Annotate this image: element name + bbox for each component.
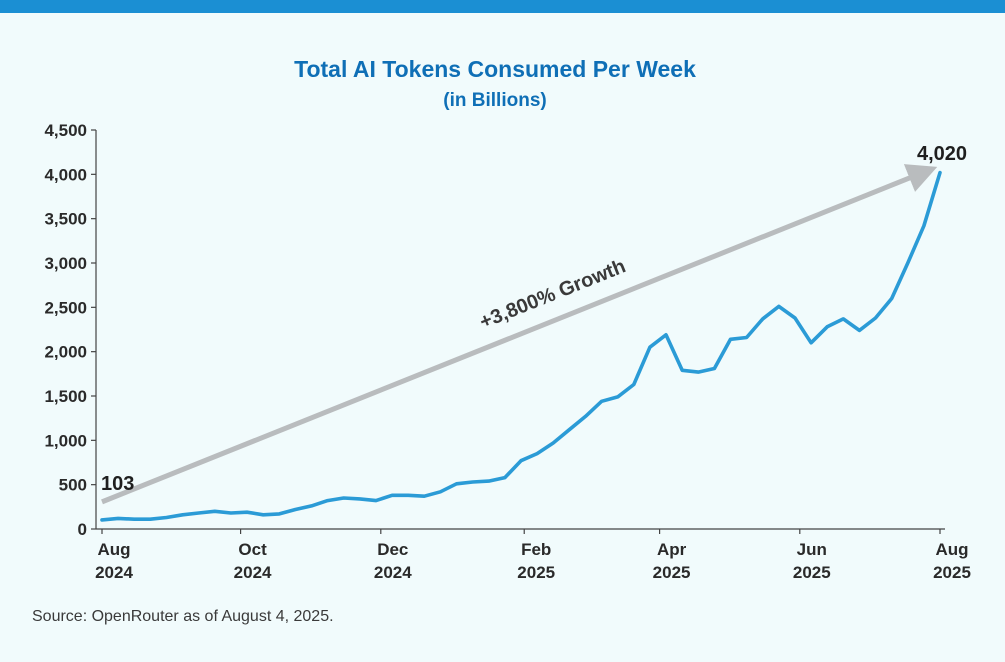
- data-point: [262, 513, 265, 516]
- chart-subtitle: (in Billions): [443, 90, 547, 111]
- x-tick-label-month: Apr: [657, 540, 687, 559]
- y-tick-label: 3,000: [44, 254, 87, 273]
- data-point: [729, 338, 732, 341]
- x-tick-label-month: Feb: [521, 540, 551, 559]
- start-value-label: 103: [101, 473, 134, 495]
- data-point: [777, 305, 780, 308]
- data-point: [117, 517, 120, 520]
- data-point: [761, 317, 764, 320]
- x-tick-label-year: 2024: [95, 563, 133, 582]
- data-point: [793, 316, 796, 319]
- x-tick-label-month: Jun: [797, 540, 827, 559]
- data-point: [681, 369, 684, 372]
- y-tick-label: 3,500: [44, 210, 87, 229]
- data-point: [294, 508, 297, 511]
- x-tick-label-year: 2025: [653, 563, 691, 582]
- y-tick-label: 4,000: [44, 165, 87, 184]
- data-point: [213, 510, 216, 513]
- data-point: [374, 499, 377, 502]
- y-tick-label: 1,000: [44, 431, 87, 450]
- data-point: [536, 452, 539, 455]
- data-point: [584, 415, 587, 418]
- data-point: [939, 171, 942, 174]
- y-tick-label: 4,500: [44, 121, 87, 140]
- data-point: [181, 513, 184, 516]
- data-point: [278, 512, 281, 515]
- series-line-weekly-tokens: [100, 170, 942, 522]
- top-accent-bar: [0, 0, 1005, 13]
- data-point: [842, 317, 845, 320]
- y-tick-label: 1,500: [44, 387, 87, 406]
- data-point: [133, 518, 136, 521]
- data-point: [407, 494, 410, 497]
- data-point: [600, 400, 603, 403]
- x-tick-label-month: Aug: [935, 540, 968, 559]
- data-point: [648, 346, 651, 349]
- data-point: [197, 512, 200, 515]
- data-point: [439, 490, 442, 493]
- data-point: [568, 428, 571, 431]
- data-point: [149, 518, 152, 521]
- data-point: [326, 499, 329, 502]
- data-point: [101, 518, 104, 521]
- x-tick-label-month: Oct: [238, 540, 267, 559]
- data-point: [471, 481, 474, 484]
- x-tick-label-year: 2024: [374, 563, 412, 582]
- end-value-label: 4,020: [917, 143, 967, 165]
- data-point: [874, 316, 877, 319]
- data-point: [520, 459, 523, 462]
- data-point: [423, 495, 426, 498]
- data-point: [310, 504, 313, 507]
- data-point: [246, 511, 249, 514]
- data-point: [826, 325, 829, 328]
- x-tick-label-year: 2024: [234, 563, 272, 582]
- data-point: [890, 297, 893, 300]
- data-point: [229, 512, 232, 515]
- y-tick-label: 2,000: [44, 343, 87, 362]
- data-point: [906, 262, 909, 265]
- data-point: [713, 367, 716, 370]
- data-point: [922, 224, 925, 227]
- x-tick-label-year: 2025: [793, 563, 831, 582]
- source-note: Source: OpenRouter as of August 4, 2025.: [32, 608, 334, 625]
- y-tick-label: 0: [78, 520, 87, 539]
- data-point: [697, 371, 700, 374]
- data-point: [503, 476, 506, 479]
- data-point: [391, 494, 394, 497]
- x-tick-label-year: 2025: [517, 563, 555, 582]
- data-point: [858, 329, 861, 332]
- chart-title: Total AI Tokens Consumed Per Week: [294, 56, 696, 82]
- data-point: [665, 333, 668, 336]
- data-point: [358, 497, 361, 500]
- x-tick-label-year: 2025: [933, 563, 971, 582]
- data-point: [165, 516, 168, 519]
- data-point: [552, 441, 555, 444]
- y-tick-label: 2,500: [44, 298, 87, 317]
- data-point: [487, 480, 490, 483]
- x-tick-label-month: Aug: [97, 540, 130, 559]
- y-tick-label: 500: [59, 476, 87, 495]
- data-point: [342, 496, 345, 499]
- data-point: [745, 336, 748, 339]
- x-tick-label-month: Dec: [377, 540, 408, 559]
- growth-arrow: [101, 164, 938, 505]
- data-point: [632, 383, 635, 386]
- data-point: [810, 341, 813, 344]
- data-point: [616, 395, 619, 398]
- data-point: [455, 482, 458, 485]
